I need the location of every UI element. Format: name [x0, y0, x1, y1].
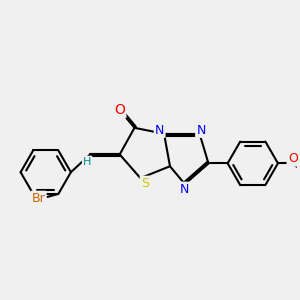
Text: O: O [288, 152, 298, 165]
Text: O: O [114, 103, 125, 117]
Text: N: N [196, 124, 206, 137]
Text: H: H [83, 157, 92, 167]
Text: Br: Br [32, 192, 45, 205]
Text: N: N [180, 183, 190, 196]
Text: S: S [141, 177, 149, 190]
Text: N: N [155, 124, 164, 137]
